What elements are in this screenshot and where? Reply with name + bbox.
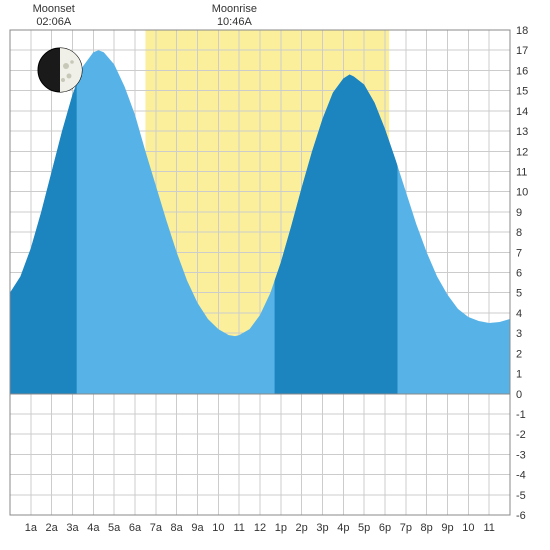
x-tick-label: 9a [191, 522, 204, 534]
x-tick-label: 4p [337, 522, 349, 534]
x-tick-label: 7a [150, 522, 163, 534]
y-tick-label: -3 [516, 449, 526, 461]
y-tick-label: 17 [516, 45, 528, 57]
moonset-label: Moonset [33, 3, 75, 15]
x-tick-label: 1a [25, 522, 38, 534]
x-tick-label: 3a [66, 522, 79, 534]
x-tick-label: 3p [316, 522, 328, 534]
y-tick-label: 6 [516, 268, 522, 280]
y-tick-label: 14 [516, 106, 528, 118]
y-tick-label: -2 [516, 429, 526, 441]
y-tick-label: 3 [516, 328, 522, 340]
y-tick-label: 13 [516, 126, 528, 138]
tide-chart: 1817161514131211109876543210-1-2-3-4-5-6… [0, 0, 550, 550]
x-tick-label: 10 [462, 522, 474, 534]
y-tick-label: 9 [516, 207, 522, 219]
y-tick-label: -4 [516, 470, 526, 482]
moonrise-label: Moonrise [212, 3, 257, 15]
y-tick-label: 4 [516, 308, 522, 320]
y-tick-label: 16 [516, 65, 528, 77]
y-tick-label: 15 [516, 86, 528, 98]
x-tick-label: 9p [441, 522, 453, 534]
y-tick-label: 12 [516, 146, 528, 158]
moon-phase-icon [38, 48, 82, 92]
x-tick-label: 2a [46, 522, 59, 534]
y-tick-label: 11 [516, 166, 527, 178]
x-tick-label: 6p [379, 522, 391, 534]
y-tick-label: 7 [516, 247, 522, 259]
y-tick-label: 18 [516, 25, 528, 37]
y-tick-label: -5 [516, 490, 526, 502]
moonrise-time: 10:46A [217, 16, 253, 28]
x-tick-label: 1p [275, 522, 287, 534]
y-tick-label: 1 [516, 369, 522, 381]
x-tick-label: 5p [358, 522, 370, 534]
x-tick-label: 8a [171, 522, 184, 534]
x-tick-label: 10 [212, 522, 224, 534]
x-tick-label: 7p [400, 522, 412, 534]
y-tick-label: 5 [516, 288, 522, 300]
x-tick-label: 11 [483, 522, 494, 534]
y-tick-label: 8 [516, 227, 522, 239]
y-tick-label: 10 [516, 187, 528, 199]
y-tick-label: -1 [516, 409, 526, 421]
x-tick-label: 2p [296, 522, 308, 534]
y-tick-label: 2 [516, 348, 522, 360]
y-tick-label: 0 [516, 389, 522, 401]
x-tick-label: 5a [108, 522, 121, 534]
x-tick-label: 11 [233, 522, 244, 534]
x-tick-label: 12 [254, 522, 266, 534]
x-tick-label: 6a [129, 522, 142, 534]
moonset-time: 02:06A [36, 16, 72, 28]
x-tick-label: 8p [421, 522, 433, 534]
x-tick-label: 4a [87, 522, 100, 534]
y-tick-label: -6 [516, 510, 526, 522]
